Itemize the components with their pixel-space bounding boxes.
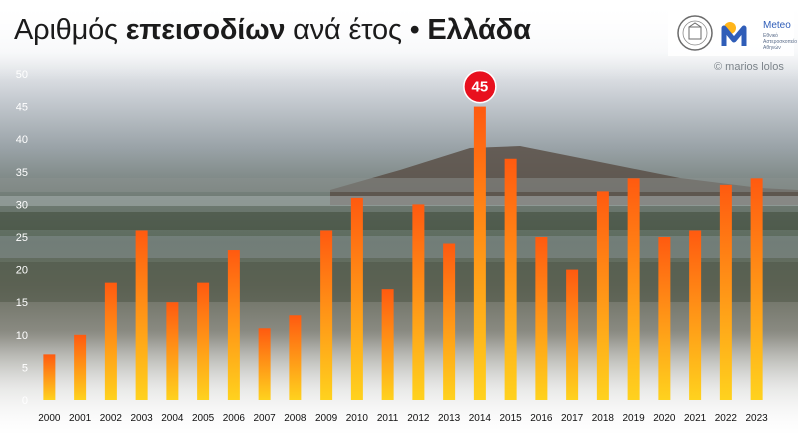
bar-2020 <box>658 237 671 400</box>
y-tick-label: 0 <box>22 395 28 407</box>
x-tick-label: 2021 <box>684 413 707 424</box>
x-tick-label: 2018 <box>592 413 615 424</box>
x-tick-label: 2000 <box>38 413 61 424</box>
x-tick-label: 2012 <box>407 413 430 424</box>
x-tick-label: 2010 <box>346 413 369 424</box>
x-tick-label: 2007 <box>254 413 277 424</box>
y-tick-label: 20 <box>16 265 28 277</box>
title-bold-1: επεισοδίων <box>125 14 286 46</box>
y-tick-label: 10 <box>16 330 28 342</box>
y-tick-label: 35 <box>16 167 28 179</box>
title-bold-2: Ελλάδα <box>427 14 531 46</box>
y-tick-label: 5 <box>22 362 28 374</box>
meteo-logo-icon <box>721 22 747 46</box>
x-tick-label: 2017 <box>561 413 584 424</box>
y-tick-label: 25 <box>16 232 28 244</box>
title-text-2: ανά έτος • <box>285 14 428 46</box>
bar-2010 <box>350 197 363 400</box>
y-axis: 0 5 10 15 20 25 30 35 40 45 50 <box>16 69 28 407</box>
y-tick-label: 50 <box>16 69 28 81</box>
y-tick-label: 15 <box>16 297 28 309</box>
bar-2006 <box>227 250 240 400</box>
bar-2021 <box>689 230 702 400</box>
bar-2009 <box>320 230 333 400</box>
peak-badge-circle <box>463 69 497 104</box>
bar-2007 <box>258 328 271 400</box>
x-tick-label: 2014 <box>469 413 492 424</box>
bar-2017 <box>566 269 579 400</box>
x-tick-label: 2011 <box>377 413 399 424</box>
bar-2022 <box>719 184 732 400</box>
bar-2013 <box>443 243 456 400</box>
bar-2000 <box>43 354 56 400</box>
x-tick-label: 2008 <box>284 413 307 424</box>
bar-2004 <box>166 302 179 400</box>
x-tick-label: 2001 <box>69 413 92 424</box>
bars <box>43 106 763 400</box>
x-tick-label: 2013 <box>438 413 461 424</box>
x-tick-label: 2022 <box>715 413 738 424</box>
chart-title: Αριθμός επεισοδίων ανά έτος • Ελλάδα <box>14 14 531 47</box>
peak-badge-label: 45 <box>472 79 489 96</box>
x-tick-label: 2023 <box>746 413 769 424</box>
y-tick-label: 30 <box>16 199 28 211</box>
bar-2018 <box>596 191 609 400</box>
x-tick-label: 2015 <box>500 413 523 424</box>
x-tick-label: 2019 <box>623 413 646 424</box>
bar-2003 <box>135 230 148 400</box>
bar-2008 <box>289 315 302 400</box>
x-tick-label: 2009 <box>315 413 338 424</box>
author-credit: © marios lolos <box>714 61 784 73</box>
bar-2012 <box>412 204 425 400</box>
peak-value-badge: 45 <box>463 69 497 104</box>
title-text-1: Αριθμός <box>14 14 126 46</box>
bar-2023 <box>750 178 763 400</box>
x-tick-label: 2002 <box>100 413 123 424</box>
x-tick-label: 2016 <box>530 413 553 424</box>
bar-2014 <box>473 106 486 400</box>
x-tick-label: 2004 <box>161 413 184 424</box>
x-tick-label: 2003 <box>131 413 154 424</box>
x-axis: 2000 2001 2002 2003 2004 2005 2006 2007 2008 2009… <box>38 413 768 424</box>
meteo-logo-name: Meteo <box>763 20 791 31</box>
meteo-logo-subtitle: Εθνικό Αστεροσκοπείο Αθηνών <box>763 33 798 51</box>
bar-2011 <box>381 289 394 400</box>
bar-2015 <box>504 158 517 400</box>
x-tick-label: 2020 <box>653 413 676 424</box>
bar-2002 <box>104 282 117 400</box>
bar-2005 <box>197 282 210 400</box>
y-tick-label: 45 <box>16 102 28 114</box>
x-tick-label: 2005 <box>192 413 215 424</box>
bar-2016 <box>535 237 548 400</box>
x-tick-label: 2006 <box>223 413 246 424</box>
bar-2001 <box>74 334 87 400</box>
y-tick-label: 40 <box>16 134 28 146</box>
bar-2019 <box>627 178 640 400</box>
observatory-seal-icon <box>677 15 713 51</box>
